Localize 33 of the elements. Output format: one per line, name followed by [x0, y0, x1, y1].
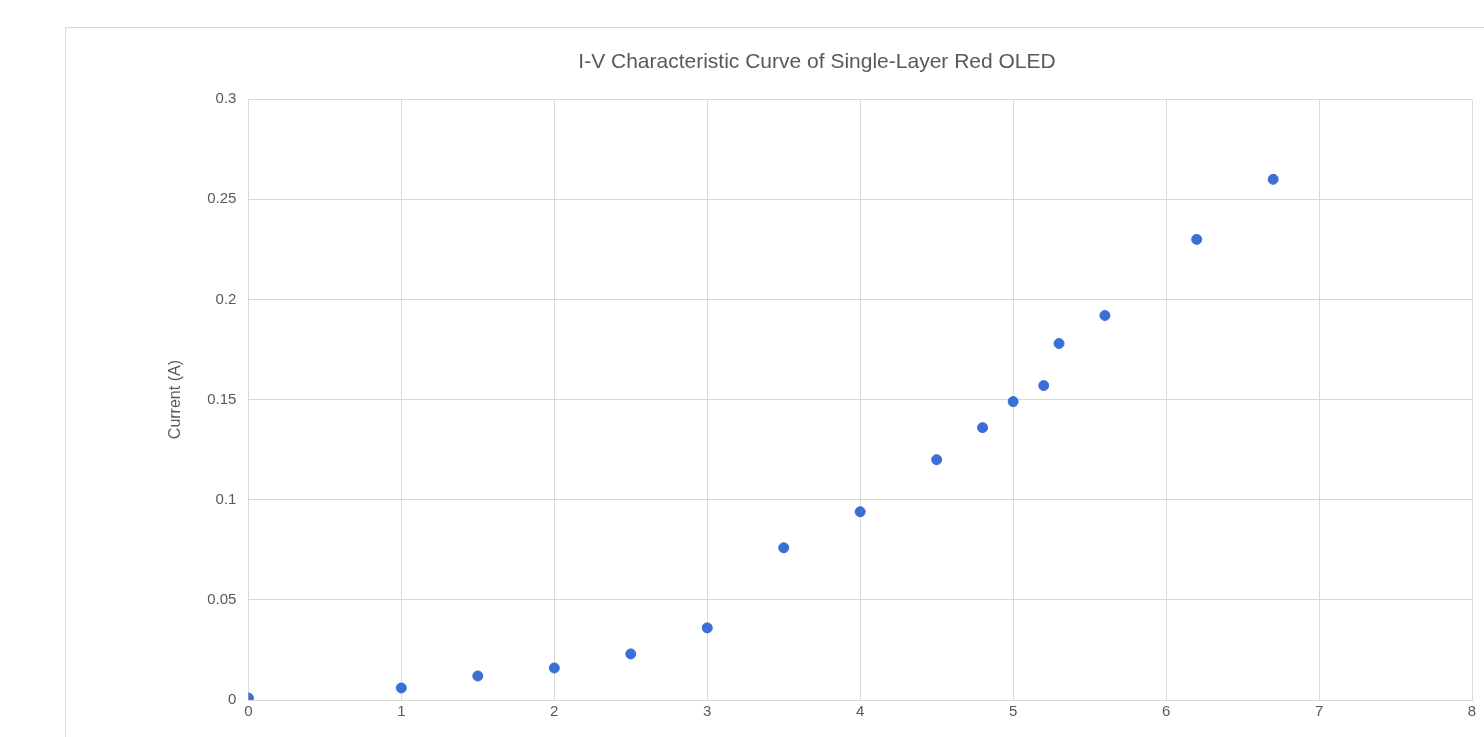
x-tick-label: 2	[550, 702, 559, 720]
point	[1007, 396, 1019, 408]
point	[701, 622, 713, 634]
point	[548, 662, 560, 674]
point	[625, 648, 637, 660]
point	[1038, 380, 1050, 392]
y-tick-label: 0.15	[207, 389, 237, 407]
y-tick-label: 0.1	[215, 489, 237, 507]
y-tick-label: 0	[228, 690, 237, 708]
point	[395, 682, 407, 694]
point	[1099, 309, 1111, 321]
point	[854, 506, 866, 518]
point	[931, 454, 943, 466]
x-tick-label: 7	[1314, 702, 1324, 720]
y-tick-label: 0.2	[215, 289, 237, 307]
chart-title: I-V Characteristic Curve of Single-Layer Red OLED	[578, 49, 1056, 73]
x-tick-label: 8	[1467, 702, 1477, 720]
y-tick-label: 0.05	[207, 590, 237, 608]
x-tick-label: 5	[1008, 702, 1018, 720]
point	[1191, 233, 1203, 245]
x-tick-label: 3	[703, 702, 712, 720]
point	[472, 670, 484, 682]
point	[778, 542, 790, 554]
x-tick-label: 0	[244, 702, 253, 720]
point	[1267, 173, 1279, 185]
y-axis-title: Current (A)	[166, 360, 184, 440]
x-tick-label: 1	[397, 702, 406, 720]
y-tick-label: 0.3	[215, 89, 237, 107]
y-tick-label: 0.25	[207, 189, 237, 207]
point	[1053, 338, 1065, 350]
point	[977, 422, 989, 434]
x-tick-label: 4	[856, 702, 865, 720]
x-tick-label: 6	[1161, 702, 1171, 720]
